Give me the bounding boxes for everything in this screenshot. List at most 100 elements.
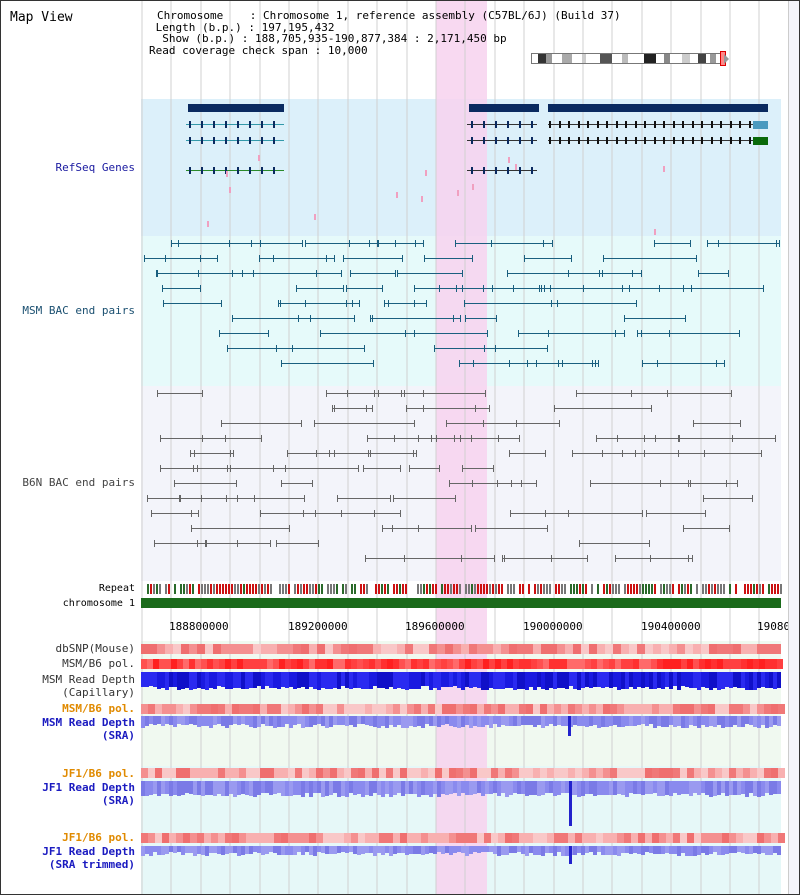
jf1-pol-trimmed-track-label: JF1/B6 pol. [62, 831, 135, 844]
pol-cell [669, 659, 675, 669]
depth-bar [361, 672, 365, 689]
repeat-mark [312, 584, 314, 594]
pol-cell [477, 659, 483, 669]
depth-bar [345, 716, 349, 727]
depth-bar [437, 781, 441, 797]
exon [507, 121, 509, 128]
depth-bar [765, 672, 769, 688]
depth-bar [657, 716, 661, 727]
depth-bar [681, 781, 685, 795]
depth-bar [153, 781, 157, 794]
pol-cell [507, 659, 513, 669]
pol-cell [393, 704, 400, 714]
repeat-mark [510, 584, 512, 594]
depth-bar [181, 672, 185, 689]
length-label: Length (b.p.) [155, 20, 242, 34]
repeat-mark [153, 584, 155, 594]
bac-end [190, 450, 192, 457]
repeat-mark [750, 584, 752, 594]
pol-cell [225, 768, 232, 778]
pol-cell [309, 704, 316, 714]
pol-cell [759, 659, 765, 669]
bac-end [147, 495, 149, 502]
pol-cell [285, 644, 293, 654]
depth-bar [761, 716, 765, 725]
depth-bar [769, 781, 773, 795]
pol-cell [624, 768, 631, 778]
depth-bar [217, 781, 221, 794]
chromosome-ideogram[interactable] [531, 53, 725, 64]
bac-end [273, 465, 275, 472]
depth-bar [269, 672, 273, 689]
pol-cell [386, 768, 393, 778]
depth-bar [381, 716, 385, 727]
pol-cell [615, 659, 621, 669]
bac-pair-line [350, 273, 396, 274]
bac-end [358, 300, 360, 307]
depth-bar [197, 846, 201, 854]
depth-bar [765, 846, 769, 855]
repeat-mark [696, 584, 698, 594]
depth-bar [449, 672, 453, 688]
exon [615, 121, 618, 128]
depth-bar [773, 716, 777, 725]
pol-cell [764, 704, 771, 714]
depth-bar [265, 846, 269, 854]
pol-cell [589, 704, 596, 714]
repeat-mark [189, 584, 191, 594]
pol-cell [442, 833, 449, 843]
depth-bar [389, 781, 393, 797]
chromosome-bar[interactable] [141, 598, 781, 608]
depth-bar [349, 846, 353, 853]
pol-cell [708, 768, 715, 778]
bac-end [320, 330, 322, 337]
selected-region-highlight[interactable] [436, 1, 487, 894]
exon [225, 137, 227, 144]
exon [568, 121, 570, 128]
bac-end [642, 360, 644, 367]
jf1-depth-sra-label-2: (SRA) [101, 794, 135, 807]
bac-end [236, 540, 238, 547]
depth-bar [365, 672, 369, 689]
pol-cell [253, 704, 260, 714]
msm-bac-track-label[interactable]: MSM BAC end pairs [22, 304, 135, 317]
bac-end [666, 390, 668, 397]
depth-bar [237, 672, 241, 688]
depth-bar [701, 716, 705, 725]
refseq-track-label[interactable]: RefSeq Genes [55, 161, 135, 174]
depth-bar [341, 716, 345, 726]
right-scroll-strip[interactable] [788, 1, 799, 894]
snp-mark [228, 186, 231, 193]
depth-bar [209, 672, 213, 688]
repeat-mark [546, 584, 548, 594]
depth-bar [597, 781, 601, 796]
depth-bar [201, 781, 205, 797]
bac-end [191, 525, 193, 532]
pol-cell [365, 768, 372, 778]
repeat-mark [720, 584, 722, 594]
repeat-mark [486, 584, 488, 594]
bac-pair-line [550, 303, 636, 304]
pol-cell [414, 704, 421, 714]
b6n-bac-track-label[interactable]: B6N BAC end pairs [22, 476, 135, 489]
depth-bar [317, 672, 321, 690]
bac-pair-line [159, 438, 225, 439]
exon [720, 137, 722, 144]
exon [663, 121, 665, 128]
pol-cell [295, 768, 302, 778]
exon [495, 167, 497, 174]
exon [710, 137, 713, 144]
repeat-mark [279, 584, 281, 594]
bac-end [349, 240, 351, 247]
bac-end [559, 420, 561, 427]
depth-bar [621, 672, 625, 690]
repeat-mark [450, 584, 452, 594]
exon [249, 167, 251, 174]
pol-cell [267, 833, 274, 843]
depth-bar [281, 846, 285, 855]
depth-bar [697, 846, 701, 855]
depth-spike [569, 846, 572, 864]
depth-bar [581, 846, 585, 855]
pol-cell [463, 768, 470, 778]
pol-cell [414, 768, 421, 778]
